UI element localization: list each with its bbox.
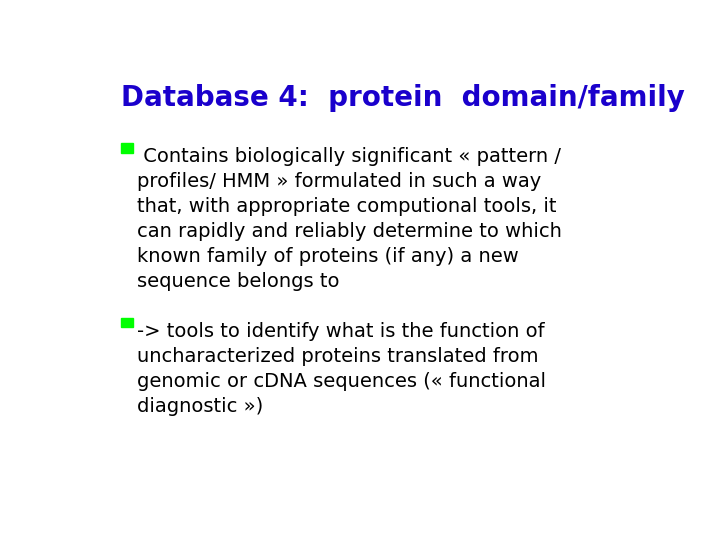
Text: Contains biologically significant « pattern /
profiles/ HMM » formulated in such: Contains biologically significant « patt… — [138, 147, 562, 291]
Text: Database 4:  protein  domain/family: Database 4: protein domain/family — [121, 84, 685, 112]
FancyBboxPatch shape — [121, 144, 133, 152]
Text: -> tools to identify what is the function of
uncharacterized proteins translated: -> tools to identify what is the functio… — [138, 322, 546, 416]
FancyBboxPatch shape — [121, 318, 133, 327]
